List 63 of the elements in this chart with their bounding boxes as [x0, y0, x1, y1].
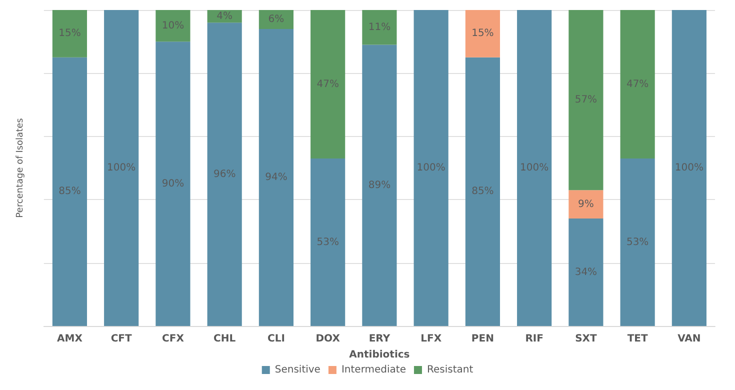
- y-axis-title: Percentage of Isolates: [16, 118, 26, 218]
- legend-label: Intermediate: [341, 364, 406, 376]
- bar: [568, 190, 604, 219]
- bar: [362, 10, 397, 45]
- bar: [362, 44, 397, 326]
- bar: [258, 28, 294, 326]
- data-label: 53%: [626, 236, 649, 248]
- data-label: 100%: [520, 162, 549, 174]
- bar: [465, 10, 500, 58]
- legend-label: Sensitive: [274, 364, 320, 376]
- data-label: 11%: [368, 22, 391, 33]
- bar: [465, 57, 500, 326]
- bar: [156, 10, 190, 42]
- bar: [517, 10, 552, 326]
- x-tick-label: AMX: [57, 334, 83, 344]
- data-label: 94%: [265, 172, 288, 183]
- data-label: 9%: [578, 198, 594, 210]
- bar: [620, 158, 655, 326]
- data-label: 47%: [316, 78, 339, 90]
- bar: [568, 10, 604, 190]
- data-label: 10%: [162, 20, 184, 32]
- x-tick-label: DOX: [316, 334, 340, 344]
- data-label: 4%: [216, 10, 233, 22]
- x-tick-label: SXT: [575, 334, 597, 344]
- data-label: 85%: [58, 186, 81, 198]
- data-label: 96%: [213, 168, 236, 180]
- bar: [52, 10, 88, 58]
- x-tick-label: PEN: [471, 334, 494, 344]
- x-tick-label: RIF: [525, 334, 544, 344]
- bar: [156, 42, 190, 326]
- data-label: 15%: [472, 28, 494, 40]
- x-tick-label: CFT: [110, 334, 132, 344]
- data-label: 47%: [626, 78, 649, 90]
- x-tick-label: CFX: [162, 334, 184, 344]
- bar: [310, 158, 346, 326]
- data-label: 15%: [58, 28, 81, 40]
- bar: [52, 57, 88, 326]
- data-label: 85%: [472, 186, 494, 198]
- x-tick-label: TET: [627, 334, 648, 344]
- x-axis-title: Antibiotics: [349, 350, 410, 360]
- bar: [620, 10, 655, 159]
- x-tick-label: ERY: [368, 334, 391, 344]
- data-label: 57%: [574, 94, 598, 106]
- bar: [414, 10, 448, 326]
- data-label: 100%: [674, 162, 704, 174]
- data-label: 53%: [316, 236, 339, 248]
- data-label: 100%: [107, 162, 136, 174]
- x-tick-label: LFX: [420, 334, 442, 344]
- bar: [207, 22, 242, 326]
- bar: [672, 10, 706, 326]
- data-label: 100%: [416, 162, 446, 174]
- x-tick-label: CHL: [214, 334, 236, 344]
- data-label: 90%: [162, 178, 184, 190]
- bar: [310, 10, 346, 159]
- bar: [104, 10, 139, 326]
- bar: [568, 218, 604, 326]
- legend-label: Resistant: [426, 364, 474, 376]
- data-label: 34%: [574, 266, 598, 278]
- data-label: 89%: [368, 180, 391, 191]
- x-tick-label: CLI: [267, 334, 285, 344]
- bar: [258, 10, 294, 29]
- data-label: 6%: [268, 14, 284, 25]
- x-tick-label: VAN: [678, 334, 701, 344]
